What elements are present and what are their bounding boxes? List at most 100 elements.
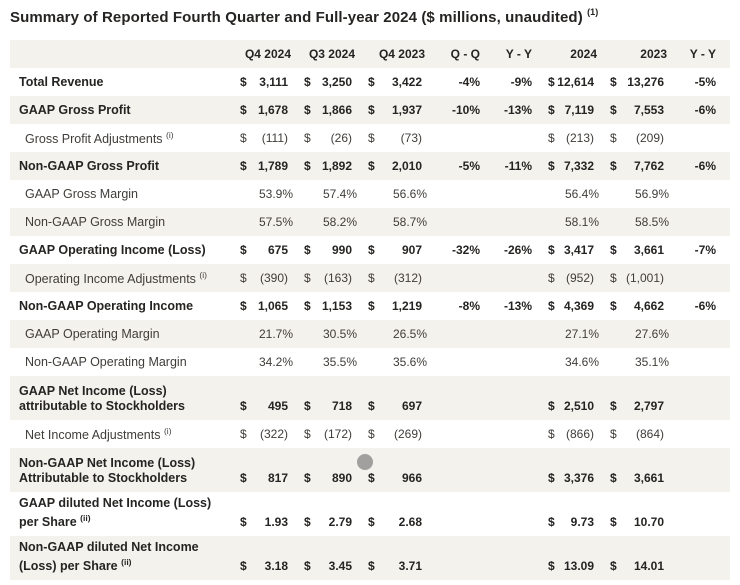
cell-value: 1,153	[321, 299, 352, 313]
cell-value: 1,937	[391, 103, 422, 117]
cell-q4_2023: 56.6%	[392, 187, 427, 201]
dollar-sign: $	[304, 299, 311, 313]
cell-value: 7,762	[633, 159, 664, 173]
cell-fy_2023: 27.6%	[634, 327, 669, 341]
cell-q4_2023: $ (73)	[360, 124, 430, 152]
cell-fy_2024: $7,119	[540, 96, 602, 124]
cell-qq	[430, 492, 488, 536]
cell-q3_2024: $3,250	[296, 68, 360, 96]
dollar-sign: $	[548, 271, 555, 285]
column-header-q3_2024: Q3 2024	[308, 47, 355, 61]
dollar-sign: $	[548, 131, 555, 145]
cell-yy_fy	[672, 420, 730, 448]
cell-value: 3,250	[321, 75, 352, 89]
table-row: Non-GAAP Gross Margin 57.5% 58.2% 58.7% 58.1…	[10, 208, 730, 236]
cell-yy_fy	[672, 320, 730, 348]
dollar-sign: $	[548, 399, 555, 413]
dollar-sign: $	[610, 559, 617, 573]
dollar-sign: $	[610, 103, 617, 117]
cell-value: 697	[401, 399, 422, 413]
cell-value: 3,661	[633, 243, 664, 257]
cell-fy_2024: $9.73	[540, 492, 602, 536]
dollar-sign: $	[368, 427, 375, 441]
dollar-sign: $	[304, 427, 311, 441]
cell-yy_fy: -7%	[694, 243, 716, 257]
cell-value: 990	[331, 243, 352, 257]
cell-q4_2024: $ (111)	[232, 124, 296, 152]
footnote-marker: (ii)	[121, 556, 132, 567]
cell-yy_fy	[672, 180, 730, 208]
row-label: Non-GAAP Gross Profit	[19, 158, 160, 173]
cell-q3_2024: 35.5%	[322, 355, 357, 369]
cell-qq	[430, 448, 488, 492]
row-label: GAAP Net Income (Loss) attributable to St…	[19, 384, 185, 413]
cell-value: 2,010	[391, 159, 422, 173]
dollar-sign: $	[304, 399, 311, 413]
cell-yy_fy	[672, 264, 730, 292]
cell-value: 2.68	[398, 515, 422, 529]
cell-value: 1,219	[391, 299, 422, 313]
cell-fy_2024: $2,510	[540, 376, 602, 420]
cell-fy_2024: $7,332	[540, 152, 602, 180]
cell-q4_2023: $3.71	[360, 536, 430, 580]
dollar-sign: $	[548, 515, 555, 529]
cell-q4_2024: $1,789	[232, 152, 296, 180]
cell-q4_2023: 35.6%	[392, 355, 427, 369]
dollar-sign: $	[240, 427, 247, 441]
dollar-sign: $	[240, 131, 247, 145]
cell-value: 890	[331, 471, 352, 485]
cell-q4_2023: $2,010	[360, 152, 430, 180]
cell-fy_2024: 27.1%	[564, 327, 599, 341]
header-row: Q4 2024 Q3 2024 Q4 2023 Q - Q Y - Y 2024 2023 Y…	[10, 40, 730, 68]
cell-q3_2024: $1,866	[296, 96, 360, 124]
cell-q4_2024: 53.9%	[258, 187, 293, 201]
cell-value: 3,661	[633, 471, 664, 485]
cell-yy: -26%	[503, 243, 532, 257]
cell-q4_2024: $ (390)	[232, 264, 296, 292]
row-label: Non-GAAP Net Income (Loss) Attributable t…	[19, 456, 196, 485]
cell-fy_2023: $10.70	[602, 492, 672, 536]
dollar-sign: $	[548, 471, 555, 485]
dollar-sign: $	[548, 427, 555, 441]
cell-fy_2023: $7,553	[602, 96, 672, 124]
dollar-sign: $	[304, 515, 311, 529]
cell-value: 2,797	[633, 399, 664, 413]
dollar-sign: $	[610, 159, 617, 173]
cell-fy_2023: $7,762	[602, 152, 672, 180]
cell-q3_2024: $ (26)	[296, 124, 360, 152]
dollar-sign: $	[610, 471, 617, 485]
cell-fy_2023: $4,662	[602, 292, 672, 320]
cell-q3_2024: $890	[296, 448, 360, 492]
cell-value: 907	[401, 243, 422, 257]
table-row: Non-GAAP diluted Net Income (Loss) per Sh…	[10, 536, 730, 580]
cell-fy_2024: $3,376	[540, 448, 602, 492]
cell-value: (209)	[635, 131, 664, 145]
cell-yy	[488, 448, 540, 492]
cell-value: 1,789	[257, 159, 288, 173]
table-row: GAAP Operating Margin 21.7% 30.5% 26.5% 27.1…	[10, 320, 730, 348]
dollar-sign: $	[304, 159, 311, 173]
cell-q4_2023: $1,937	[360, 96, 430, 124]
cell-q3_2024: $1,153	[296, 292, 360, 320]
cell-q4_2023: $1,219	[360, 292, 430, 320]
cell-fy_2024: 56.4%	[564, 187, 599, 201]
dollar-sign: $	[304, 131, 311, 145]
cell-value: (73)	[400, 131, 422, 145]
dollar-sign: $	[368, 559, 375, 573]
cell-yy_fy: -6%	[694, 103, 716, 117]
cell-q4_2024: $675	[232, 236, 296, 264]
row-label: Non-GAAP Operating Margin	[25, 354, 187, 369]
cell-value: (213)	[565, 131, 594, 145]
row-label: GAAP Gross Margin	[25, 186, 139, 201]
cell-value: 7,553	[633, 103, 664, 117]
dollar-sign: $	[240, 159, 247, 173]
title-footnote-marker: (1)	[587, 7, 599, 17]
cell-yy	[488, 376, 540, 420]
cell-yy_fy	[672, 376, 730, 420]
cell-value: 2.79	[328, 515, 352, 529]
cell-q4_2023: $2.68	[360, 492, 430, 536]
cell-qq	[430, 348, 488, 376]
cell-yy	[488, 264, 540, 292]
dollar-sign: $	[610, 515, 617, 529]
cursor-dot	[357, 454, 373, 470]
